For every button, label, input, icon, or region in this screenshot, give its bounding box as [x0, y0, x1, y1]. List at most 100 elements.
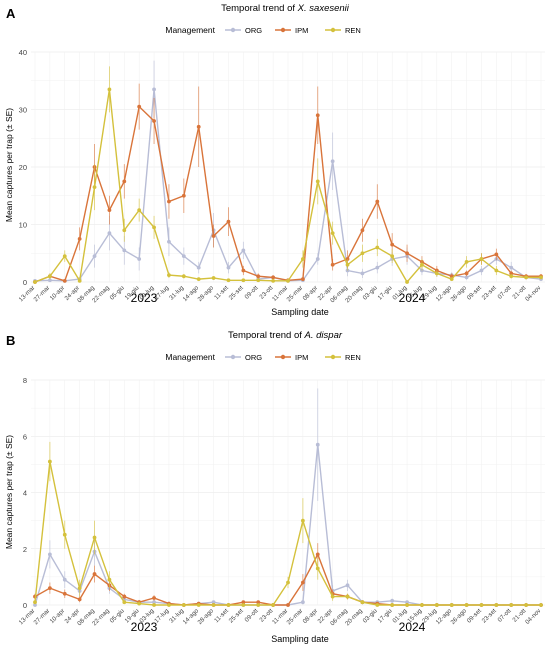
data-point: [167, 239, 171, 244]
x-tick-label: 10-apr: [49, 284, 67, 302]
data-point: [196, 277, 201, 282]
data-point: [271, 278, 276, 283]
data-point: [92, 535, 97, 540]
x-tick-label: 23-set: [481, 607, 498, 624]
data-point: [315, 179, 320, 184]
data-point: [92, 572, 97, 576]
legend-key-point: [330, 354, 336, 360]
x-tick-label: 05-giu: [109, 607, 127, 625]
legend-label-org: ORG: [245, 26, 262, 35]
data-point: [47, 552, 52, 557]
data-point: [360, 251, 365, 256]
data-point: [226, 219, 231, 224]
series-ren: [33, 66, 543, 284]
panel-b-xlabel: Sampling date: [271, 634, 329, 644]
x-tick-label: 26-ago: [449, 284, 468, 303]
data-point: [62, 278, 67, 283]
data-point: [211, 603, 216, 607]
data-point: [196, 124, 201, 129]
data-point: [405, 280, 409, 284]
panel-b-legend: Management ORG IPM REN: [165, 352, 360, 362]
data-point: [509, 271, 514, 276]
y-tick-label: 8: [23, 376, 27, 385]
legend-label-ipm: IPM: [295, 353, 308, 362]
data-point: [390, 598, 395, 603]
data-point: [375, 265, 380, 270]
data-point: [107, 231, 112, 236]
data-point: [434, 603, 439, 607]
data-point: [300, 257, 305, 261]
data-point: [92, 185, 97, 190]
x-tick-label: 22-mag: [91, 284, 111, 304]
data-point: [47, 278, 52, 283]
data-point: [464, 259, 469, 264]
x-tick-label: 11-set: [213, 284, 230, 301]
data-point: [122, 594, 127, 599]
x-tick-label: 05-giu: [109, 284, 127, 302]
data-point: [509, 603, 514, 607]
data-point: [181, 254, 186, 259]
legend-title: Management: [165, 352, 215, 362]
legend-label-ren: REN: [345, 26, 361, 35]
data-point: [226, 278, 231, 283]
data-point: [77, 278, 82, 283]
y-tick-label: 10: [19, 221, 27, 230]
legend-label-ren: REN: [345, 353, 361, 362]
data-point: [464, 603, 469, 607]
legend-title: Management: [165, 25, 215, 35]
x-tick-label: 04-nov: [524, 607, 543, 626]
data-point: [539, 275, 543, 280]
y-tick-label: 2: [23, 545, 27, 554]
data-point: [256, 278, 261, 283]
x-tick-label: 17-giu: [376, 607, 394, 625]
data-point: [152, 119, 156, 123]
data-point: [181, 603, 186, 607]
data-point: [181, 193, 186, 198]
data-point: [241, 278, 246, 283]
data-point: [315, 113, 320, 118]
data-point: [524, 603, 529, 607]
data-point: [152, 603, 156, 607]
data-point: [107, 208, 112, 213]
data-point: [152, 596, 156, 600]
data-point: [360, 271, 365, 276]
data-point: [300, 580, 305, 585]
data-point: [107, 87, 112, 92]
data-point: [33, 280, 37, 284]
data-point: [167, 273, 171, 277]
data-point: [390, 603, 395, 607]
data-point: [286, 580, 290, 585]
data-point: [375, 199, 380, 204]
x-tick-label: 25-mar: [285, 607, 304, 626]
panel-a-letter: A: [6, 6, 16, 21]
data-point: [479, 603, 484, 607]
data-point: [315, 257, 320, 261]
legend-key-point: [230, 27, 236, 33]
panel-b: B Temporal trend of A. dispar Management…: [4, 330, 545, 644]
x-tick-label: 28-ago: [196, 284, 215, 303]
data-point: [345, 594, 350, 599]
data-point: [62, 577, 67, 582]
data-point: [345, 262, 350, 267]
data-point: [360, 600, 365, 605]
data-point: [62, 591, 67, 596]
panel-b-plot: 0246813-mar27-mar10-apr24-apr08-mag22-ma…: [18, 376, 545, 627]
data-point: [47, 274, 52, 279]
x-tick-label: 04-nov: [524, 284, 543, 303]
data-point: [330, 159, 335, 164]
data-point: [449, 277, 454, 282]
data-point: [479, 257, 484, 261]
data-point: [420, 603, 424, 607]
data-point: [494, 252, 499, 257]
data-point: [300, 518, 305, 523]
data-point: [375, 245, 380, 250]
legend-key-point: [280, 354, 286, 360]
data-point: [77, 586, 82, 591]
data-point: [330, 231, 335, 236]
data-point: [181, 274, 186, 279]
data-point: [62, 254, 67, 259]
panel-b-ylabel: Mean captures per trap (± SE): [4, 435, 14, 549]
panel-a-xlabel: Sampling date: [271, 307, 329, 317]
x-tick-label: 09-ott: [244, 284, 260, 300]
data-point: [315, 442, 320, 447]
